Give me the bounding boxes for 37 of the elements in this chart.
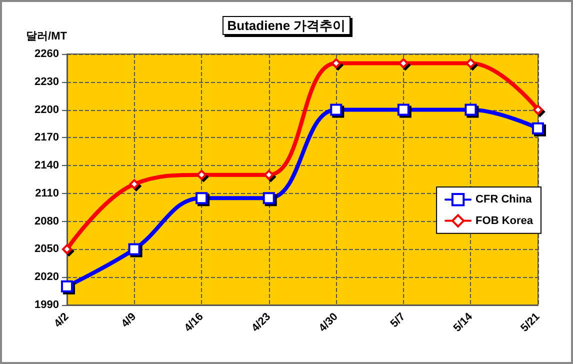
- y-tick-label: 1990: [34, 299, 59, 311]
- point: [61, 280, 73, 292]
- y-tick-label: 2110: [35, 187, 59, 200]
- y-tick-label: 2020: [34, 271, 59, 284]
- x-tick-label: 5/7: [388, 310, 408, 330]
- legend-label: FOB Korea: [476, 214, 534, 227]
- x-tick-label: 5/21: [518, 310, 542, 334]
- point: [330, 104, 342, 116]
- point: [129, 179, 140, 190]
- point: [533, 104, 543, 115]
- x-tick-label: 4/30: [316, 310, 340, 334]
- point: [466, 58, 476, 68]
- point: [62, 244, 72, 254]
- y-tick-label: 2200: [34, 104, 59, 116]
- point: [196, 192, 208, 204]
- point: [532, 122, 544, 134]
- point: [331, 58, 342, 68]
- point: [264, 170, 274, 180]
- chart-title: Butadiene 가격추이: [227, 18, 346, 33]
- y-tick-label: 2080: [34, 215, 59, 228]
- x-tick-label: 4/16: [182, 310, 206, 334]
- point: [262, 192, 275, 204]
- x-tick-label: 4/2: [52, 310, 72, 330]
- y-tick-label: 2170: [34, 132, 59, 144]
- point: [397, 104, 410, 116]
- x-tick-label: 4/9: [119, 310, 139, 330]
- y-tick-label: 2140: [34, 160, 59, 172]
- y-tick-label: 2230: [34, 76, 59, 88]
- point: [464, 104, 477, 116]
- point: [196, 170, 207, 180]
- point: [398, 58, 408, 68]
- x-tick-label: 4/23: [249, 310, 274, 334]
- point: [128, 243, 140, 256]
- y-tick-label: 2260: [34, 48, 59, 60]
- y-tick-label: 2050: [34, 243, 59, 256]
- legend-label: CFR China: [476, 194, 533, 206]
- y-axis-title: 달러/MT: [26, 30, 68, 42]
